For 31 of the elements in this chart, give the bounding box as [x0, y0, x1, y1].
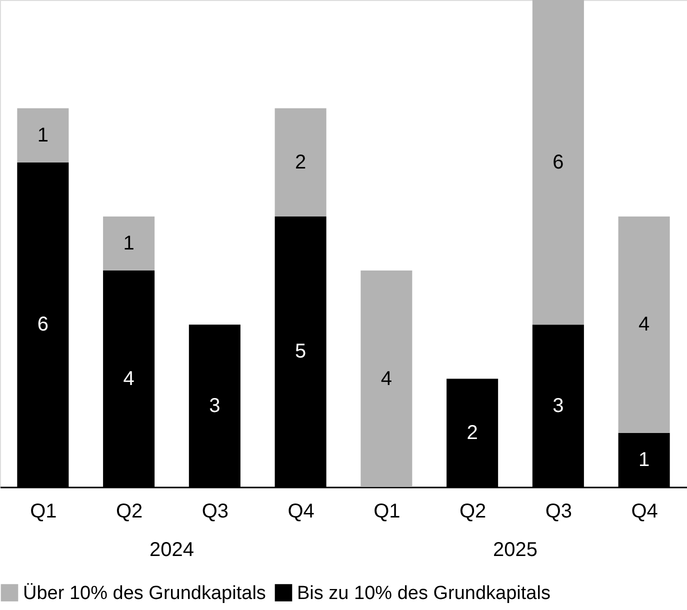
x-tick-label: Q3 [545, 500, 572, 522]
legend-label: Über 10% des Grundkapitals [23, 582, 266, 604]
text: 2025 [493, 539, 538, 561]
x-tick-label: Q4 [288, 500, 314, 522]
bar [103, 216, 155, 271]
legend-label: Bis zu 10% des Grundkapitals [297, 582, 550, 604]
data-label: 1 [37, 124, 48, 146]
bar [618, 216, 670, 433]
x-tick-label: Q1 [374, 500, 400, 522]
data-label: 1 [123, 232, 134, 254]
text: 2024 [150, 539, 194, 561]
bar [360, 270, 412, 487]
bar [532, 0, 584, 325]
data-label: 2 [295, 151, 306, 174]
bar [274, 108, 326, 216]
data-label: 6 [37, 314, 48, 336]
data-label: 4 [380, 368, 392, 390]
x-tick-label: Q1 [30, 500, 57, 522]
data-label: 3 [209, 394, 220, 417]
data-label: 4 [123, 368, 134, 390]
x-tick-label: Q2 [459, 500, 486, 522]
bar [17, 108, 69, 162]
data-label: 3 [552, 394, 564, 417]
x-tick-label: Q2 [116, 500, 143, 522]
x-tick-label: Q4 [631, 500, 658, 522]
data-label: 5 [295, 340, 306, 363]
data-label: 2 [466, 422, 478, 444]
x-tick-label: Q3 [202, 500, 229, 522]
data-label: 6 [552, 151, 564, 174]
data-label: 1 [638, 448, 650, 471]
data-label: 4 [638, 314, 650, 336]
